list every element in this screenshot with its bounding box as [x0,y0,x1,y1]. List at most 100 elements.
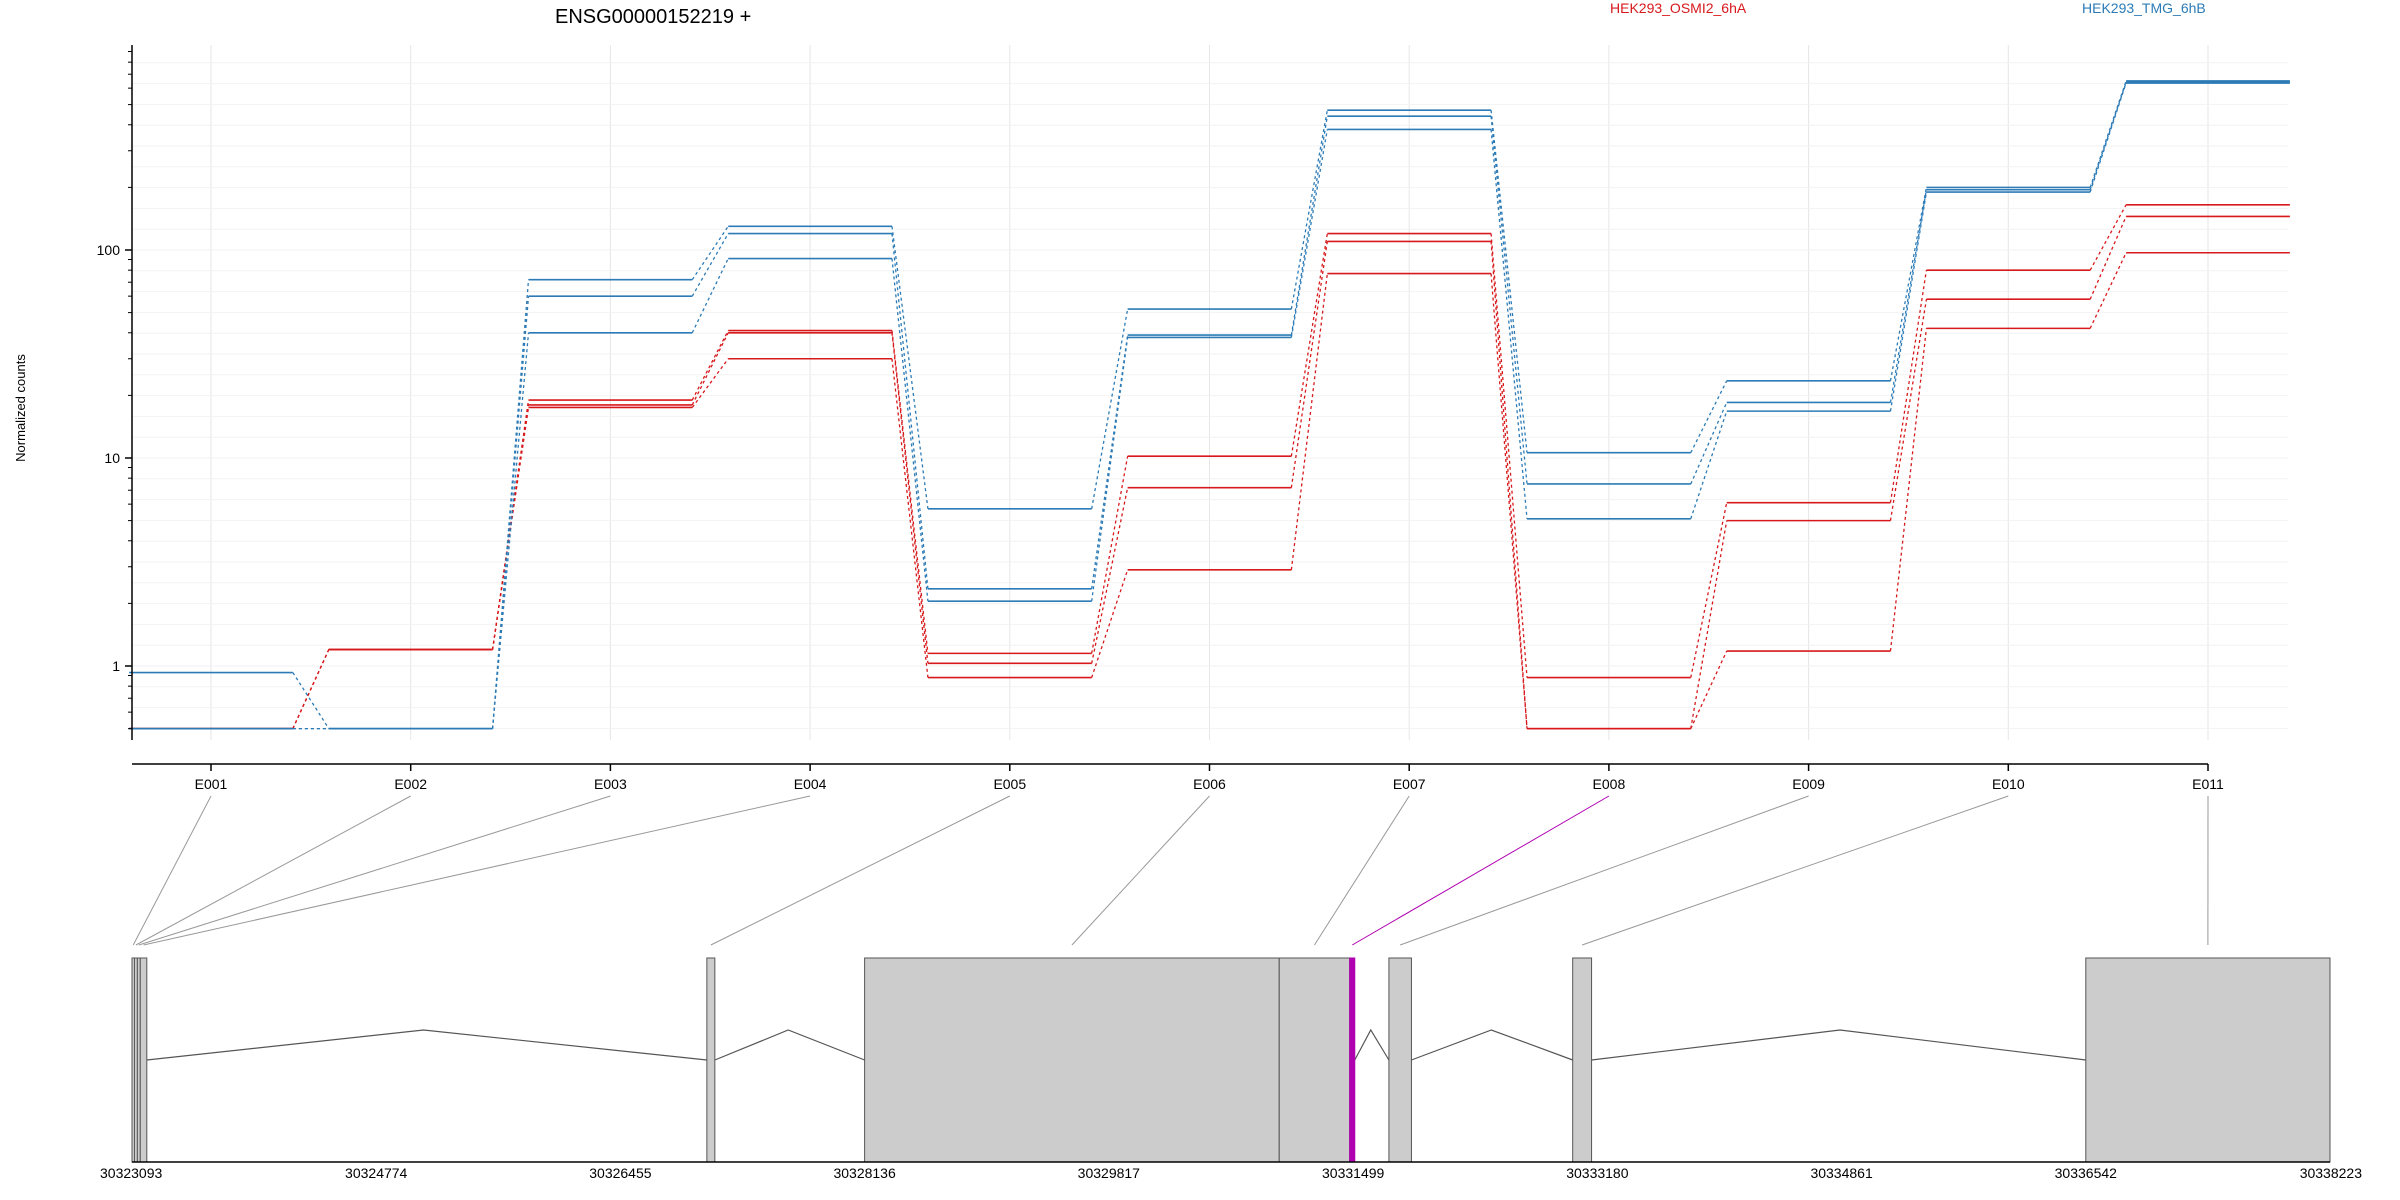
genome-coordinate-label: 30336542 [2055,1165,2118,1181]
series-connector [1690,520,1728,729]
series-connector [691,330,729,401]
series-connector [691,233,729,297]
x-tick-label-E007: E007 [1393,776,1426,792]
series-connector [1889,299,1928,521]
series-connector [1290,273,1328,570]
axes: 1 10 100 E001 E002 E003 E004 E005 E006 E007 E008 E0… [97,45,2224,792]
series-connector [1490,241,1528,729]
series-connector [891,330,929,654]
chart-title: ENSG00000152219 + [555,6,751,28]
exon-connector-E010 [1581,795,2009,946]
genome-coordinate-label: 30324774 [345,1165,408,1181]
series-connector [1889,270,1928,503]
series-connector [491,296,530,729]
exon-box-E008 [1349,957,1356,1163]
exon-connector-E005 [710,795,1011,946]
exon-box-E011 [2085,957,2331,1163]
y-tick-label: 10 [104,450,120,466]
series-connector [891,233,929,589]
series-connector [1290,110,1328,310]
intron-line [1411,1029,1573,1061]
series-4 [129,80,2290,730]
series-connector [891,258,929,602]
x-tick-label-E001: E001 [195,776,228,792]
series-connector [1091,487,1129,664]
series-connector [2089,252,2127,329]
exon-connector-E006 [1071,795,1210,946]
series-connector [1091,569,1129,678]
series-connector [1690,650,1728,729]
series-connector [691,258,729,334]
series-connector [1889,191,1928,412]
genome-coordinate-label: 30333180 [1566,1165,1629,1181]
genome-coordinate-label: 30331499 [1322,1165,1385,1181]
x-tick-label-E005: E005 [993,776,1026,792]
exon-connector-E007 [1314,795,1410,946]
y-axis-title: Normalized counts [13,354,28,462]
series-connector [1091,334,1129,589]
series-connector [1690,380,1728,454]
series-connector [1290,129,1328,338]
x-tick-label-E008: E008 [1593,776,1626,792]
exon-connector-E008 [1351,795,1610,946]
series-connector [1690,410,1728,520]
intron-line [714,1029,865,1061]
exon-box-E006 [864,957,1280,1163]
exon-connector-E004 [143,795,811,946]
gene-model: 30323093 30324774 30326455 30328136 30329817… [100,957,2362,1181]
y-tick-label: 100 [97,242,121,258]
genome-coordinate-label: 30334861 [1810,1165,1873,1181]
exon-box-E007 [1278,957,1351,1163]
series-connector [1091,337,1129,602]
x-tick-label-E002: E002 [394,776,427,792]
intron-line [1354,1028,1390,1061]
series-connector [2089,82,2127,193]
exon-connector-E002 [135,795,411,946]
exon-box-E004 [139,957,148,1163]
series-connector [891,332,929,664]
series-connector [691,332,729,406]
x-tick-label-E004: E004 [794,776,827,792]
series-connector [292,672,330,729]
genome-coordinate-label: 30323093 [100,1165,163,1181]
series-connector [1690,502,1728,678]
series-connector [491,332,530,729]
series-connector [891,226,929,509]
series-connector [1490,129,1528,519]
series-connector [1889,328,1928,652]
exon-connector-E009 [1400,795,1809,946]
x-tick-label-E009: E009 [1792,776,1825,792]
y-tick-label: 1 [112,658,120,674]
series-connector [2089,82,2127,190]
series-connector [691,225,729,281]
exon-connector-lines [132,795,2209,946]
grid-lines [132,45,2288,740]
legend-entry-tmg: HEK293_TMG_6hB [2082,0,2206,16]
intron-line [146,1029,707,1061]
series-connector [2089,80,2127,188]
x-tick-label-E003: E003 [594,776,627,792]
series-connector [1091,308,1129,509]
series-connector [1490,110,1528,453]
exon-connector-E001 [132,795,212,946]
exon-box-E009 [1388,957,1412,1163]
series-connector [1889,187,1928,381]
series-connector [891,358,929,678]
series-connector [1490,116,1528,485]
genome-coordinate-label: 30329817 [1078,1165,1141,1181]
exon-connector-E003 [138,795,611,946]
series-6 [129,82,2290,730]
exon-box-E010 [1572,957,1593,1163]
legend-entry-osmi2: HEK293_OSMI2_6hA [1610,0,1747,16]
genome-coordinate-label: 30326455 [589,1165,652,1181]
x-tick-label-E006: E006 [1193,776,1226,792]
series-connector [1290,233,1328,457]
series-connector [2089,204,2127,271]
series-connector [691,358,729,408]
series-connector [1290,116,1328,336]
x-tick-label-E010: E010 [1992,776,2025,792]
series-connector [1490,233,1528,678]
series-connector [1690,402,1728,485]
series-lines [129,80,2290,730]
